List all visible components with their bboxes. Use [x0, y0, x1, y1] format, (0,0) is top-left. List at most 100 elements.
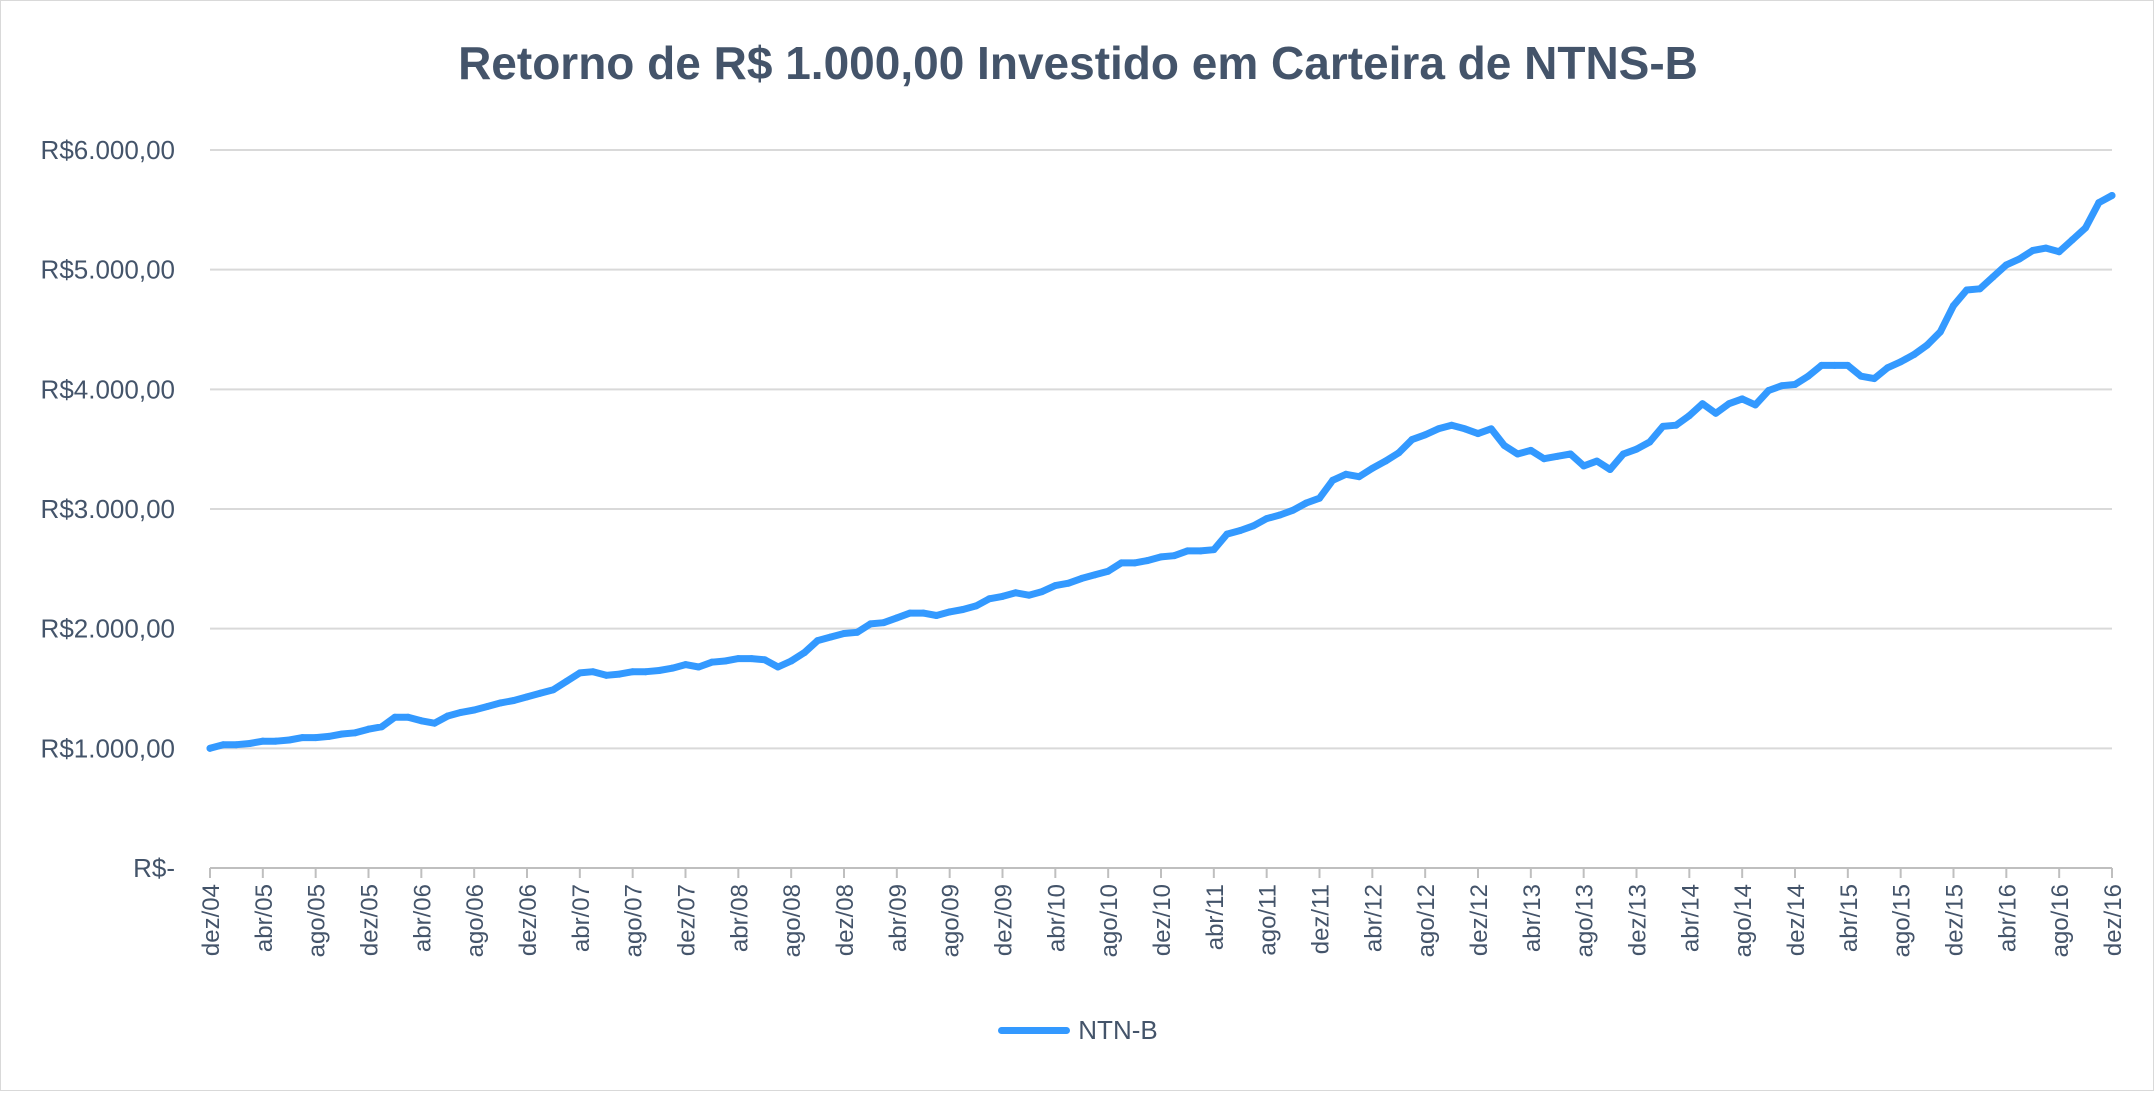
data-point: [1857, 372, 1865, 380]
data-point: [946, 608, 954, 616]
data-point: [1355, 473, 1363, 481]
data-point: [1659, 422, 1667, 430]
data-point: [1514, 450, 1522, 458]
data-point: [404, 713, 412, 721]
data-point: [1474, 430, 1482, 438]
data-point: [1104, 567, 1112, 575]
x-tick-label: abr/11: [1202, 884, 1229, 950]
data-point: [1170, 552, 1178, 560]
data-point: [1923, 341, 1931, 349]
data-point: [2068, 236, 2076, 244]
data-point: [1302, 499, 1310, 507]
y-tick-label: R$4.000,00: [41, 374, 175, 404]
x-tick-label: ago/11: [1255, 884, 1282, 956]
data-point: [1276, 511, 1284, 519]
x-tick-label: abr/14: [1677, 884, 1704, 952]
data-point: [1065, 579, 1073, 587]
data-point: [761, 656, 769, 664]
data-point: [893, 614, 901, 622]
data-point: [431, 719, 439, 727]
data-point: [906, 609, 914, 617]
data-point: [1329, 476, 1337, 484]
data-point: [1421, 431, 1429, 439]
data-point: [1553, 452, 1561, 460]
data-point: [391, 713, 399, 721]
data-point: [787, 657, 795, 665]
data-point: [1183, 547, 1191, 555]
data-point: [1580, 462, 1588, 470]
data-point: [1342, 470, 1350, 478]
x-tick-label: dez/09: [991, 884, 1018, 956]
data-point: [272, 737, 280, 745]
data-point: [1091, 571, 1099, 579]
x-tick-label: ago/14: [1730, 884, 1757, 957]
x-tick-label: dez/11: [1308, 884, 1335, 954]
data-point: [1527, 446, 1535, 454]
x-tick-label: ago/15: [1889, 884, 1916, 957]
data-point: [2055, 248, 2063, 256]
data-point: [1685, 412, 1693, 420]
data-point: [1976, 285, 1984, 293]
data-point: [999, 592, 1006, 600]
data-point: [219, 741, 227, 749]
legend-swatch-ntn-b: [998, 1027, 1071, 1034]
x-tick-label: ago/06: [462, 884, 489, 957]
y-tick-label: R$1.000,00: [41, 733, 175, 763]
data-point: [510, 696, 518, 704]
x-tick-label: abr/16: [1994, 884, 2021, 952]
x-tick-label: dez/04: [198, 884, 225, 956]
data-point: [1249, 522, 1257, 530]
x-tick-label: abr/15: [1836, 884, 1863, 952]
data-point: [1831, 361, 1839, 369]
data-point: [932, 612, 940, 620]
data-point: [206, 744, 214, 752]
x-tick-label: dez/13: [1625, 884, 1652, 956]
x-tick-label: ago/12: [1413, 884, 1440, 957]
x-tick-label: ago/09: [938, 884, 965, 957]
data-point: [1117, 559, 1125, 567]
data-point: [1883, 364, 1891, 372]
chart-title: Retorno de R$ 1.000,00 Investido em Cart…: [458, 37, 1698, 89]
data-point: [642, 668, 650, 676]
data-point: [232, 741, 240, 749]
x-tick-label: ago/07: [621, 884, 648, 957]
data-point: [1448, 421, 1456, 429]
data-point: [1434, 425, 1442, 433]
data-point: [1738, 395, 1746, 403]
data-point: [1210, 546, 1218, 554]
data-point: [1461, 425, 1469, 433]
data-point: [2095, 199, 2103, 207]
data-point: [1078, 574, 1086, 582]
data-point: [444, 712, 452, 720]
x-tick-label: abr/06: [409, 884, 436, 952]
x-tick-label: dez/16: [2100, 884, 2127, 956]
data-point: [1236, 527, 1244, 535]
data-point: [1025, 591, 1033, 599]
data-point: [1038, 588, 1046, 596]
series-line-ntn-b: [206, 192, 2116, 752]
data-point: [312, 734, 320, 742]
data-point: [1619, 450, 1627, 458]
y-tick-label: R$5.000,00: [41, 255, 175, 285]
data-point: [1316, 494, 1323, 502]
data-point: [814, 637, 822, 645]
data-point: [1500, 442, 1508, 450]
data-point: [1223, 530, 1231, 538]
data-point: [853, 628, 861, 636]
x-tick-label: dez/06: [515, 884, 542, 956]
data-point: [866, 620, 874, 628]
data-point: [1870, 375, 1878, 383]
x-tick-label: dez/10: [1149, 884, 1176, 956]
data-point: [1936, 328, 1944, 336]
data-point: [536, 689, 544, 697]
data-point: [1765, 387, 1773, 395]
data-point: [985, 595, 993, 603]
data-point: [563, 677, 571, 685]
data-point: [285, 736, 293, 744]
data-point: [483, 702, 491, 710]
data-point: [1368, 464, 1376, 472]
data-point: [1540, 455, 1548, 463]
data-point: [1751, 401, 1759, 409]
x-tick-label: abr/13: [1519, 884, 1546, 952]
data-point: [1897, 358, 1905, 366]
